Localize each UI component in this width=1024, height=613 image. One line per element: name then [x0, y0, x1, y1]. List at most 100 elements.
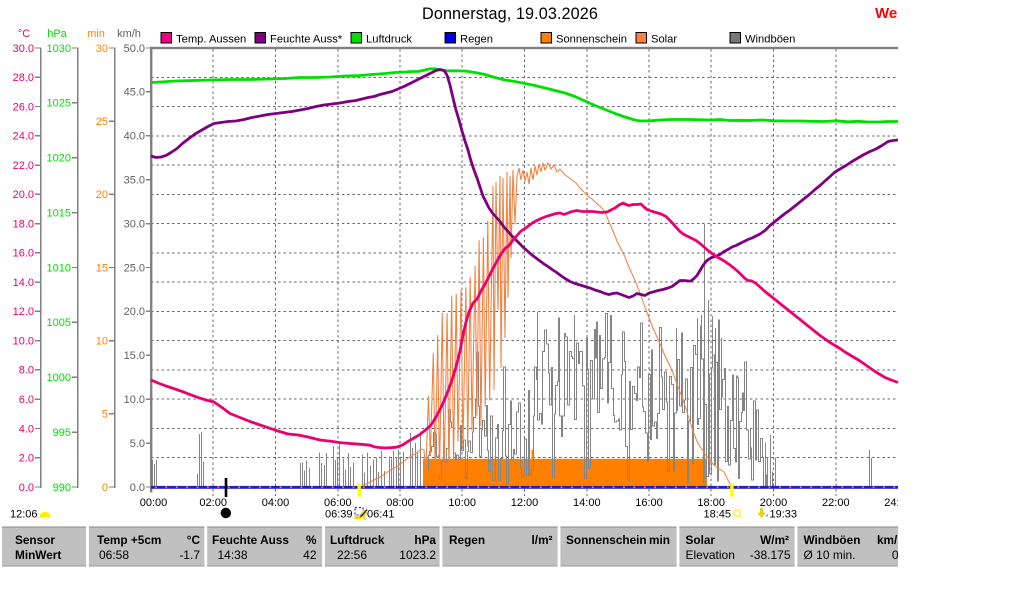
svg-text:°C: °C [187, 533, 201, 547]
svg-text:W/m²: W/m² [760, 533, 789, 547]
svg-text:Sonnenschein: Sonnenschein [556, 34, 627, 46]
svg-text:30.0: 30.0 [124, 218, 145, 230]
svg-text:5: 5 [102, 409, 108, 421]
svg-text:24.0: 24.0 [13, 131, 34, 143]
svg-text:Temp. Aussen: Temp. Aussen [176, 34, 246, 46]
svg-text:14:38: 14:38 [218, 548, 248, 562]
svg-text:8.0: 8.0 [19, 365, 34, 377]
svg-text:1030: 1030 [47, 43, 71, 55]
svg-text:0.0: 0.0 [130, 482, 145, 494]
svg-text:1005: 1005 [47, 317, 71, 329]
svg-text:30: 30 [96, 43, 108, 55]
svg-text:42: 42 [303, 548, 317, 562]
svg-text:Regen: Regen [460, 34, 493, 46]
svg-text:6.0: 6.0 [19, 394, 34, 406]
svg-text:35.0: 35.0 [124, 175, 145, 187]
svg-text:hPa: hPa [47, 28, 67, 40]
svg-text:1020: 1020 [47, 153, 71, 165]
svg-text:10.0: 10.0 [13, 336, 34, 348]
svg-text:Donnerstag, 19.03.2026: Donnerstag, 19.03.2026 [422, 5, 598, 23]
svg-text:16:00: 16:00 [635, 497, 663, 509]
svg-text:hPa: hPa [414, 533, 436, 547]
svg-text:28.0: 28.0 [13, 72, 34, 84]
svg-text:24:00: 24:00 [884, 497, 912, 509]
svg-text:1023.2: 1023.2 [399, 548, 436, 562]
svg-text:06:00: 06:00 [324, 497, 352, 509]
svg-text:Windböen: Windböen [804, 533, 861, 547]
svg-text:min: min [649, 533, 670, 547]
svg-text:Feuchte Auss*: Feuchte Auss* [270, 34, 343, 46]
svg-text:15.0: 15.0 [124, 350, 145, 362]
svg-text:30.0: 30.0 [13, 43, 34, 55]
svg-text:4.0: 4.0 [19, 423, 34, 435]
svg-text:-38.175: -38.175 [750, 548, 791, 562]
svg-text:19:33: 19:33 [770, 508, 798, 520]
svg-text:25: 25 [96, 116, 108, 128]
svg-text:08:00: 08:00 [386, 497, 414, 509]
svg-text:22.0: 22.0 [13, 160, 34, 172]
svg-text:Solar: Solar [686, 533, 716, 547]
svg-text:km/h: km/h [877, 533, 905, 547]
svg-text:00:00: 00:00 [140, 497, 168, 509]
svg-text:%: % [306, 533, 317, 547]
svg-text:04:00: 04:00 [262, 497, 290, 509]
svg-text:995: 995 [53, 427, 71, 439]
svg-text:06:58: 06:58 [99, 548, 129, 562]
svg-text:5.0: 5.0 [130, 438, 145, 450]
svg-text:12:00: 12:00 [511, 497, 539, 509]
svg-text:18:00: 18:00 [697, 497, 725, 509]
svg-text:22:56: 22:56 [337, 548, 367, 562]
svg-text:02:00: 02:00 [199, 497, 227, 509]
svg-text:14:00: 14:00 [573, 497, 601, 509]
svg-text:2.0: 2.0 [19, 453, 34, 465]
svg-text:45.0: 45.0 [124, 87, 145, 99]
svg-text:1025: 1025 [47, 98, 71, 110]
svg-text:Sonnenschein: Sonnenschein [566, 533, 647, 547]
svg-text:0.0: 0.0 [892, 548, 909, 562]
svg-text:10: 10 [96, 336, 108, 348]
svg-text:40.0: 40.0 [124, 131, 145, 143]
svg-text:10:00: 10:00 [448, 497, 476, 509]
svg-text:Luftdruck: Luftdruck [330, 533, 385, 547]
svg-text:Sensor: Sensor [15, 533, 55, 547]
svg-text:Temp +5cm: Temp +5cm [97, 533, 161, 547]
svg-text:12.0: 12.0 [13, 306, 34, 318]
svg-text:18.0: 18.0 [13, 218, 34, 230]
svg-text:10.0: 10.0 [124, 394, 145, 406]
svg-text:Elevation: Elevation [686, 548, 735, 562]
svg-text:Solar: Solar [651, 34, 677, 46]
svg-text:50.0: 50.0 [124, 43, 145, 55]
svg-text:1000: 1000 [47, 372, 71, 384]
svg-text:0: 0 [102, 482, 108, 494]
svg-text:Regen: Regen [449, 533, 485, 547]
svg-text:20.0: 20.0 [13, 189, 34, 201]
svg-text:l/m²: l/m² [532, 533, 553, 547]
svg-text:06:39: 06:39 [325, 508, 353, 520]
svg-text:16.0: 16.0 [13, 248, 34, 260]
svg-text:-1.7: -1.7 [179, 548, 200, 562]
svg-text:1015: 1015 [47, 207, 71, 219]
svg-text:km/h: km/h [117, 28, 141, 40]
svg-text:06:41: 06:41 [367, 508, 395, 520]
svg-text:12:06: 12:06 [10, 508, 38, 520]
svg-text:Windböen: Windböen [745, 34, 795, 46]
svg-text:min: min [87, 28, 105, 40]
svg-text:°C: °C [18, 28, 30, 40]
svg-text:990: 990 [53, 482, 71, 494]
svg-text:Ø 10 min.: Ø 10 min. [804, 548, 856, 562]
svg-text:20.0: 20.0 [124, 306, 145, 318]
svg-text:We: We [875, 5, 897, 22]
svg-text:Feuchte Auss: Feuchte Auss [212, 533, 289, 547]
svg-text:22:00: 22:00 [822, 497, 850, 509]
svg-text:MinWert: MinWert [15, 548, 61, 562]
svg-text:1010: 1010 [47, 262, 71, 274]
svg-text:14.0: 14.0 [13, 277, 34, 289]
svg-text:15: 15 [96, 262, 108, 274]
svg-text:Luftdruck: Luftdruck [366, 34, 412, 46]
svg-text:20: 20 [96, 189, 108, 201]
svg-text:0.0: 0.0 [19, 482, 34, 494]
svg-text:18:45: 18:45 [703, 508, 731, 520]
svg-text:26.0: 26.0 [13, 101, 34, 113]
svg-text:20:00: 20:00 [760, 497, 788, 509]
svg-text:25.0: 25.0 [124, 262, 145, 274]
